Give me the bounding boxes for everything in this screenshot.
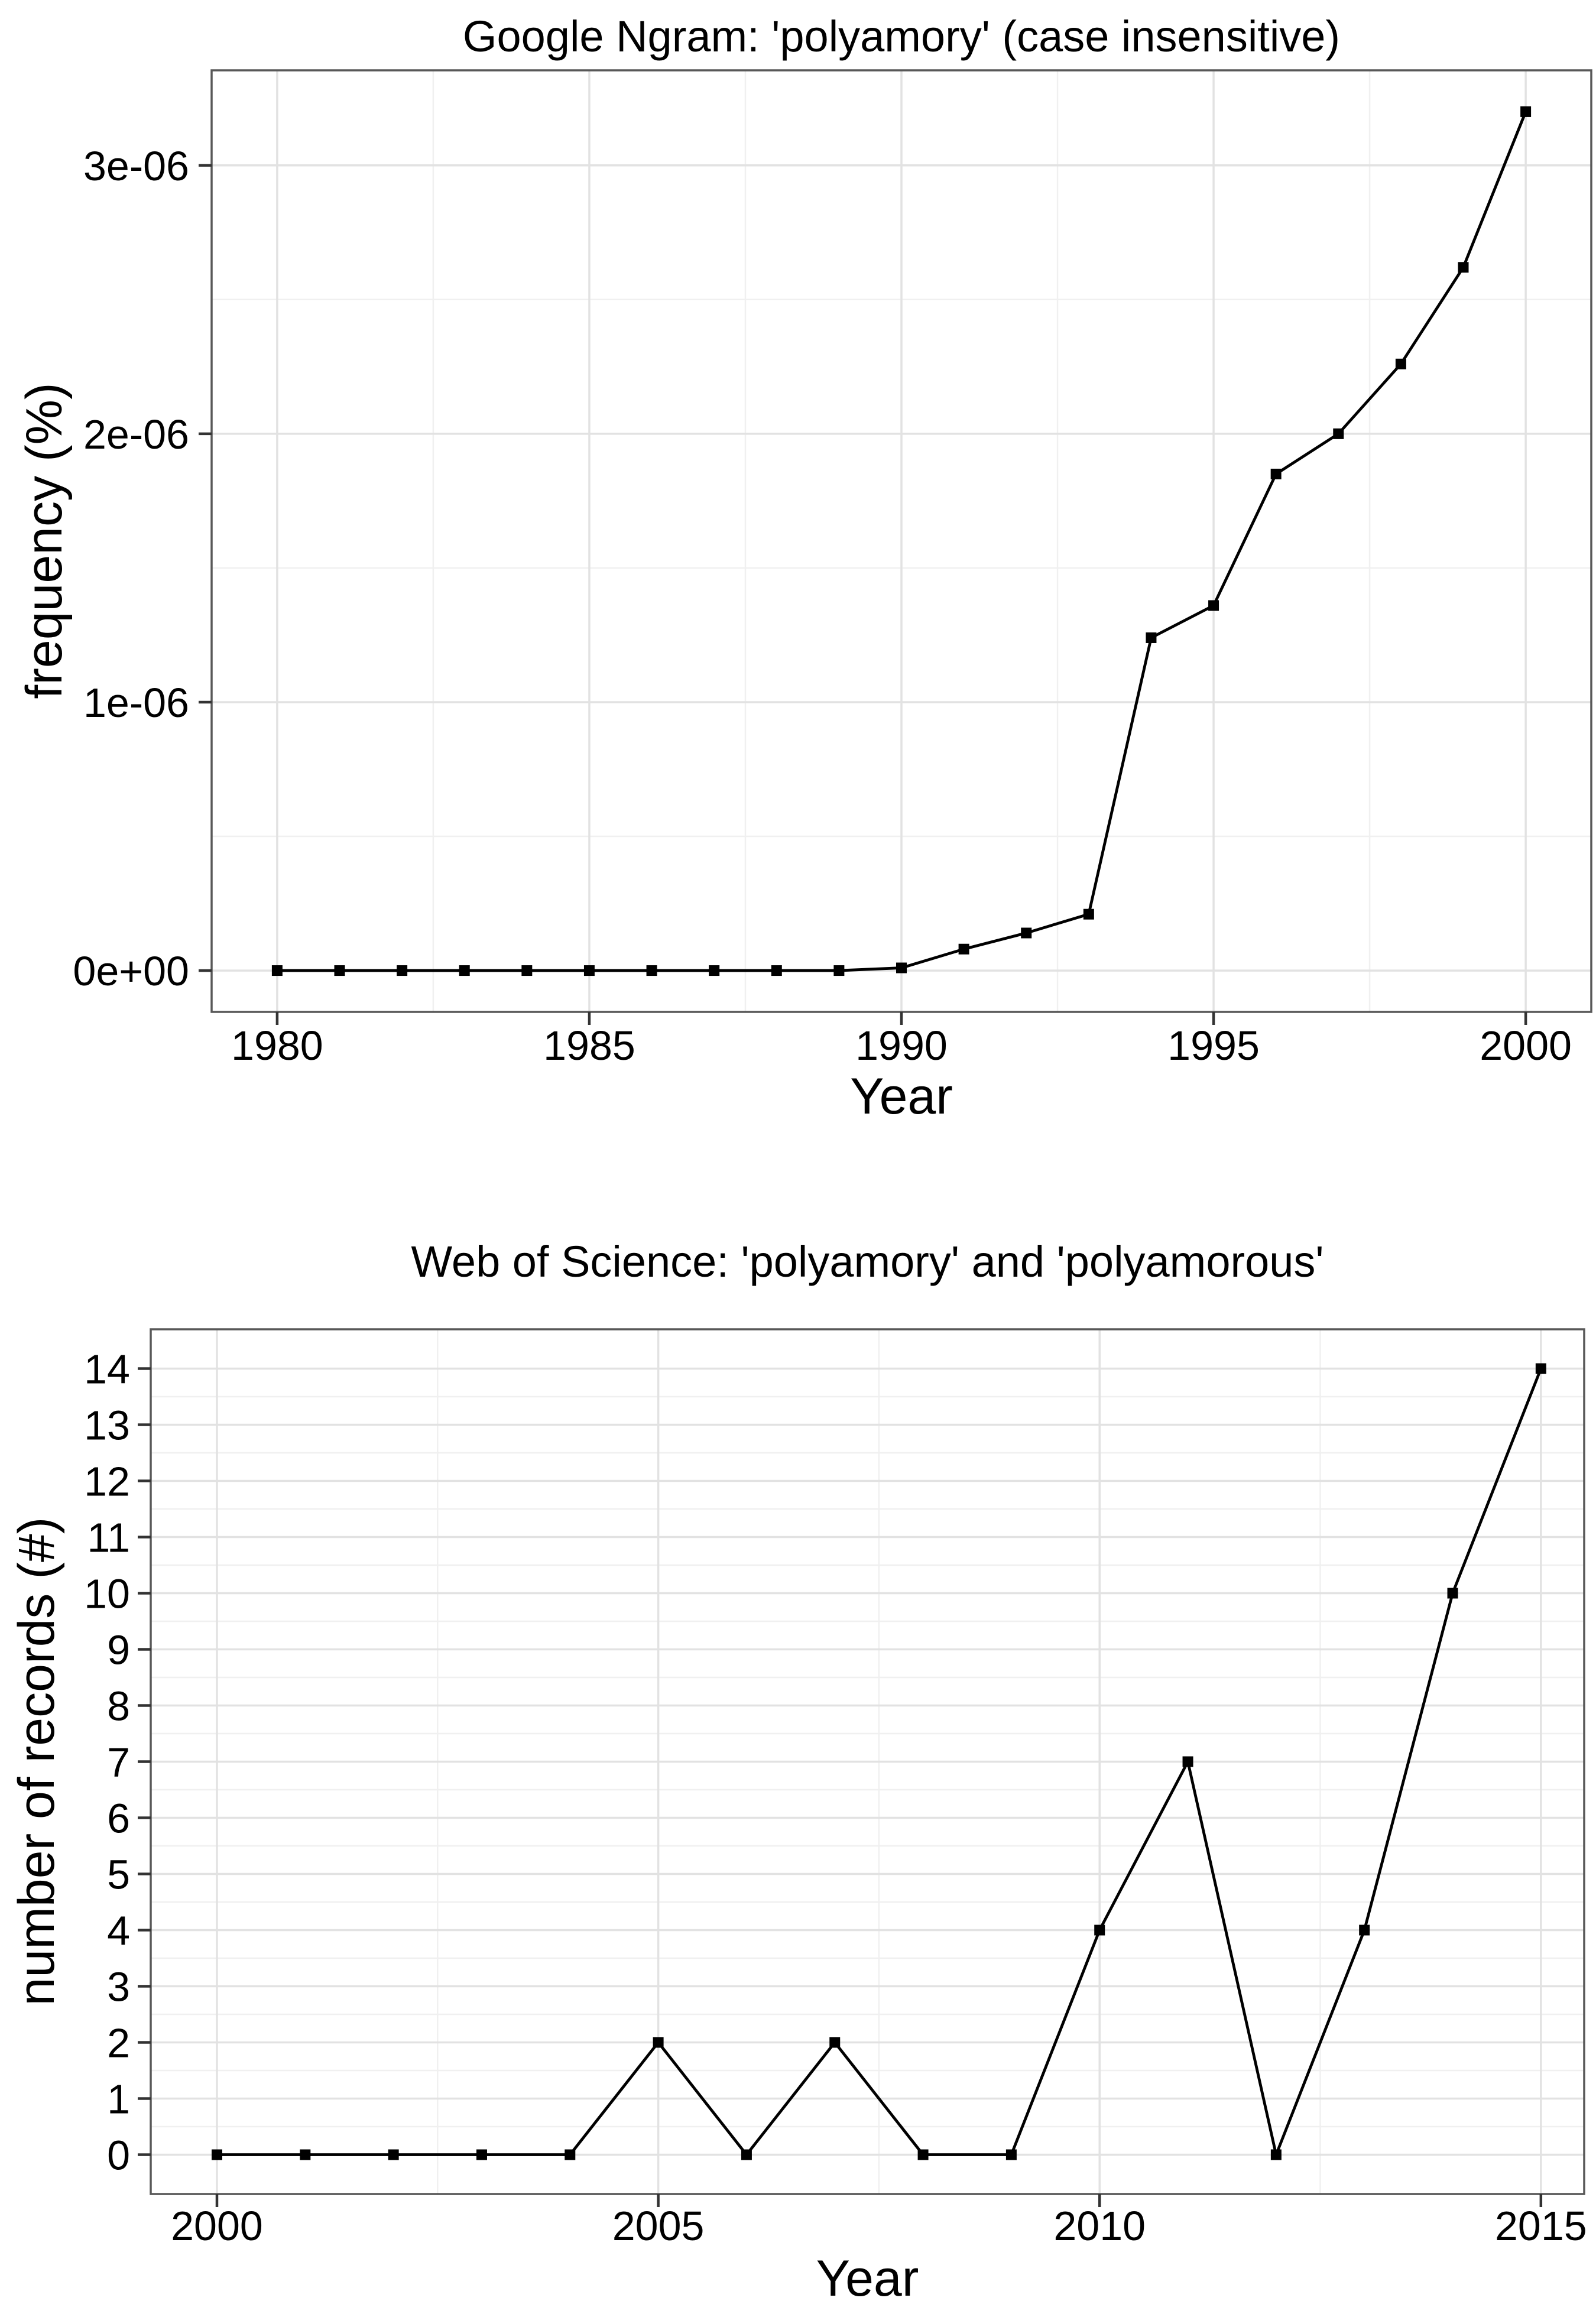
x-tick-label: 1980 — [231, 1023, 323, 1069]
data-point-marker — [709, 965, 720, 976]
data-point-marker — [1333, 428, 1344, 439]
y-tick-label: 8 — [107, 1683, 130, 1729]
x-tick-label: 2000 — [1480, 1023, 1572, 1069]
data-point-marker — [1270, 468, 1282, 479]
y-tick-label: 0e+00 — [73, 948, 189, 994]
x-tick-label: 1990 — [855, 1023, 948, 1069]
y-tick-label: 6 — [107, 1796, 130, 1842]
y-tick-label: 14 — [84, 1346, 130, 1393]
data-point-marker — [741, 2149, 752, 2160]
ngram-chart-plot: 1980 1985 1990 1995 2000 0e+00 1e-06 2e-06 3e-06 — [73, 69, 1592, 1069]
y-tick-label: 2e-06 — [83, 411, 189, 457]
data-point-marker — [1270, 2149, 1282, 2160]
data-point-marker — [583, 965, 595, 976]
y-tick-label: 3 — [107, 1964, 130, 2010]
y-tick-label: 9 — [107, 1627, 130, 1673]
data-point-marker — [1021, 927, 1032, 939]
y-tick-label: 11 — [87, 1515, 130, 1561]
data-point-marker — [1083, 908, 1094, 920]
data-point-marker — [476, 2149, 487, 2160]
data-point-marker — [896, 962, 907, 973]
data-point-marker — [1359, 1924, 1370, 1936]
x-tick-label: 2005 — [612, 2203, 705, 2249]
data-point-marker — [1182, 1756, 1193, 1767]
data-point-marker — [653, 2037, 664, 2048]
x-tick-label: 2015 — [1495, 2203, 1587, 2249]
data-point-marker — [565, 2149, 576, 2160]
y-tick-label: 0 — [107, 2133, 130, 2179]
data-point-marker — [1094, 1924, 1105, 1936]
wos-chart-title: Web of Science: 'polyamory' and 'polyamo… — [411, 1237, 1324, 1286]
data-point-marker — [334, 965, 345, 976]
data-point-marker — [958, 943, 969, 955]
data-point-marker — [1458, 262, 1469, 273]
data-point-marker — [388, 2149, 399, 2160]
y-tick-label: 3e-06 — [83, 143, 189, 189]
ngram-chart-title: Google Ngram: 'polyamory' (case insensit… — [462, 12, 1341, 61]
wos-x-axis-title: Year — [816, 2250, 919, 2301]
data-point-marker — [1208, 600, 1219, 611]
y-tick-label: 13 — [84, 1403, 130, 1449]
x-tick-label: 2010 — [1053, 2203, 1146, 2249]
data-point-marker — [1520, 106, 1532, 117]
y-tick-label: 7 — [107, 1739, 130, 1786]
y-tick-label: 10 — [84, 1571, 130, 1617]
data-point-marker — [300, 2149, 311, 2160]
y-tick-label: 5 — [107, 1852, 130, 1898]
data-point-marker — [917, 2149, 929, 2160]
y-tick-label: 1e-06 — [83, 680, 189, 726]
data-point-marker — [646, 965, 657, 976]
y-tick-label: 1 — [107, 2076, 130, 2122]
y-tick-label: 2 — [107, 2020, 130, 2066]
data-point-marker — [1447, 1588, 1458, 1599]
y-tick-label: 12 — [84, 1459, 130, 1505]
data-point-marker — [1535, 1363, 1546, 1374]
data-point-marker — [829, 2037, 841, 2048]
ngram-x-axis-title: Year — [850, 1068, 953, 1125]
x-tick-label: 2000 — [171, 2203, 263, 2249]
x-tick-label: 1985 — [543, 1023, 635, 1069]
data-line — [216, 1368, 1543, 2156]
data-point-marker — [1146, 632, 1157, 643]
x-tick-label: 1995 — [1167, 1023, 1260, 1069]
data-point-marker — [521, 965, 533, 976]
data-point-marker — [1005, 2149, 1017, 2160]
data-point-marker — [771, 965, 782, 976]
data-point-marker — [1395, 358, 1406, 369]
data-point-marker — [211, 2149, 222, 2160]
data-point-marker — [397, 965, 408, 976]
data-point-marker — [833, 965, 845, 976]
y-tick-label: 4 — [107, 1908, 130, 1954]
data-point-marker — [459, 965, 470, 976]
data-point-marker — [271, 965, 283, 976]
